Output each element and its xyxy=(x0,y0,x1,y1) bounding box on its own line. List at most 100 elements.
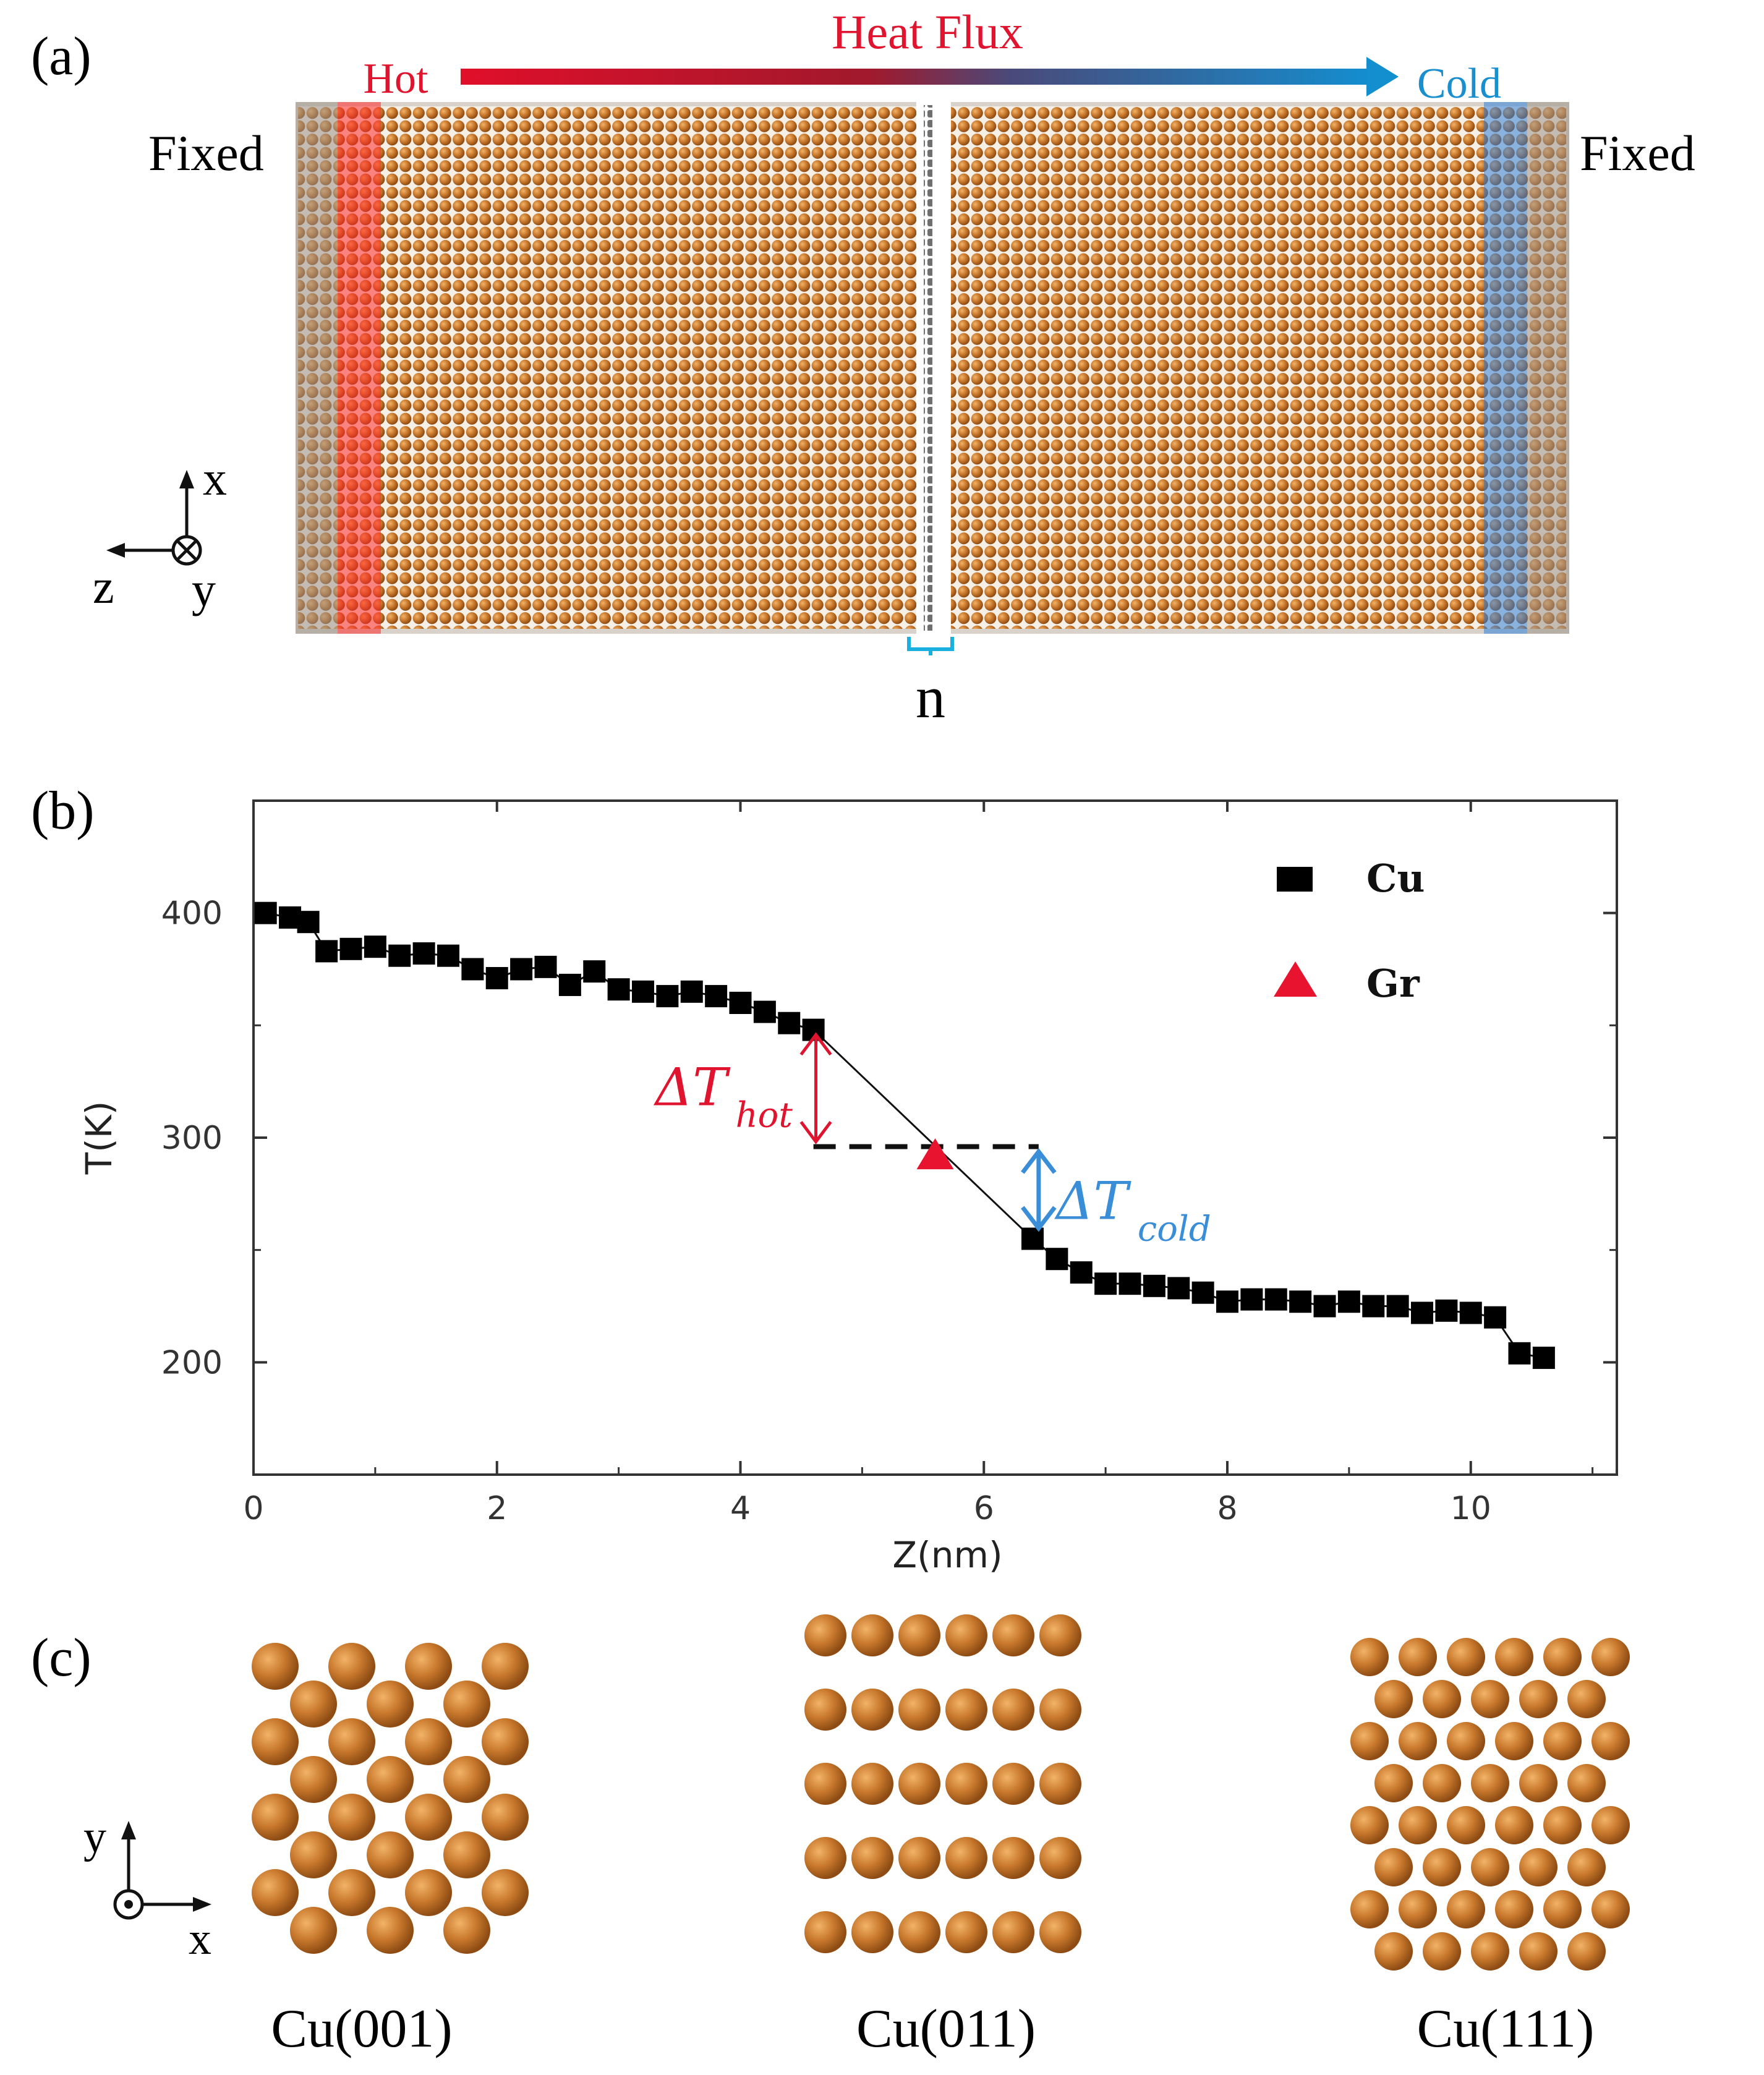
cu111-atom xyxy=(1591,1722,1630,1760)
cu001-atom xyxy=(405,1718,452,1765)
gr-data-point xyxy=(916,1138,954,1170)
panel-c-label: (c) xyxy=(31,1628,92,1688)
cu111-atom xyxy=(1374,1680,1413,1718)
cu111-atom xyxy=(1495,1638,1533,1676)
cu011-atom xyxy=(992,1837,1034,1879)
panel-a-label: (a) xyxy=(31,27,92,87)
cu-data-point xyxy=(1191,1281,1214,1304)
cu-data-point xyxy=(583,960,606,983)
cu-data-point xyxy=(1313,1295,1336,1318)
cold-bath-region xyxy=(1484,102,1527,634)
cu-data-point xyxy=(461,958,484,981)
cu111-atom xyxy=(1399,1890,1437,1928)
cu111-atom xyxy=(1591,1806,1630,1844)
cu111-atom xyxy=(1399,1722,1437,1760)
cu111-atom xyxy=(1423,1848,1461,1886)
cu-data-point xyxy=(315,940,338,963)
cu111-atom xyxy=(1471,1764,1509,1802)
cu111-atom xyxy=(1423,1932,1461,1971)
cu-data-point xyxy=(607,978,630,1001)
cu-data-point xyxy=(510,958,533,981)
cu111-atom xyxy=(1447,1890,1485,1928)
cu-data-point xyxy=(1143,1274,1165,1297)
hot-label: Hot xyxy=(364,55,429,103)
cu011-atom xyxy=(851,1763,893,1805)
cu-data-point xyxy=(1021,1227,1044,1250)
hot-bath-region xyxy=(338,102,381,634)
axis-label-x-a: x xyxy=(203,451,227,505)
cu-data-point xyxy=(1167,1277,1190,1300)
cu011-atom xyxy=(945,1837,987,1879)
cu001-atom xyxy=(443,1756,490,1803)
cu011-atom xyxy=(1039,1614,1081,1656)
cu111-atom xyxy=(1423,1680,1461,1718)
heat-flux-arrow-shaft xyxy=(461,69,1376,85)
cu-block-left xyxy=(298,106,916,629)
cu011-atom xyxy=(945,1911,987,1953)
cu001-atom xyxy=(252,1869,299,1916)
delta-t-hot-subscript: hot xyxy=(736,1095,793,1135)
cu011-atom xyxy=(945,1763,987,1805)
panel-b-label: (b) xyxy=(31,781,95,841)
delta-t-cold-arrowheads xyxy=(1021,1148,1057,1232)
cu011-atom xyxy=(804,1837,846,1879)
cu001-atom xyxy=(405,1869,452,1916)
cu001-atom xyxy=(252,1794,299,1841)
legend-marker-gr xyxy=(1274,961,1317,997)
cu011-atom xyxy=(1039,1763,1081,1805)
cu011-atom xyxy=(851,1689,893,1731)
cu-data-point xyxy=(534,955,557,978)
cu111-atom xyxy=(1350,1638,1389,1676)
cu001-atom xyxy=(328,1643,375,1690)
x-tick-label: 8 xyxy=(1217,1490,1237,1527)
cu-data-point xyxy=(1240,1288,1263,1311)
cu111-atom xyxy=(1374,1764,1413,1802)
cu-data-point xyxy=(1070,1261,1093,1284)
cu-data-point xyxy=(680,980,703,1003)
cu011-atom xyxy=(898,1763,940,1805)
cu-data-point xyxy=(656,985,679,1008)
cu111-atom xyxy=(1350,1722,1389,1760)
cu001-atom xyxy=(367,1831,414,1878)
y-tick-label: 300 xyxy=(161,1120,223,1157)
cu111-atom xyxy=(1471,1680,1509,1718)
cu-data-point xyxy=(705,985,728,1008)
cu011-atom xyxy=(804,1614,846,1656)
cu111-atom xyxy=(1374,1932,1413,1971)
fixed-region-right xyxy=(1527,102,1569,634)
cu111-atom xyxy=(1399,1806,1437,1844)
cu-data-point xyxy=(1386,1295,1409,1318)
cu-data-point xyxy=(729,992,752,1014)
cu111-atom xyxy=(1519,1932,1557,1971)
cold-label: Cold xyxy=(1417,60,1501,108)
cu111-atom xyxy=(1519,1848,1557,1886)
cu111-atom xyxy=(1374,1848,1413,1886)
cu001-atom xyxy=(405,1643,452,1690)
cu111-atom xyxy=(1567,1932,1606,1971)
legend-marker-cu xyxy=(1277,867,1313,892)
cu111-atom xyxy=(1447,1806,1485,1844)
cu111-atom xyxy=(1543,1722,1582,1760)
cu-data-point xyxy=(339,937,362,960)
cu-data-point xyxy=(632,980,654,1003)
cu111-atom xyxy=(1567,1680,1606,1718)
cu011-atom xyxy=(898,1911,940,1953)
cu-series-line xyxy=(265,912,1545,1359)
axis-label-y-c: y xyxy=(83,1812,106,1862)
cu011-atom xyxy=(945,1614,987,1656)
structure-label-cu001: Cu(001) xyxy=(271,1999,452,2059)
cu011-atom xyxy=(804,1689,846,1731)
cu-data-point xyxy=(1289,1290,1312,1313)
cu011-atom xyxy=(851,1837,893,1879)
y-tick-label: 400 xyxy=(161,895,223,932)
plot-frame xyxy=(252,799,1618,1476)
structure-label-cu111: Cu(111) xyxy=(1417,1999,1595,2059)
cu-data-point xyxy=(297,911,320,934)
cu001-atom xyxy=(328,1869,375,1916)
cu111-atom xyxy=(1447,1638,1485,1676)
cu001-atom xyxy=(290,1756,337,1803)
axes-indicator-a: x z y xyxy=(93,451,227,616)
cu-data-point xyxy=(1411,1302,1433,1324)
